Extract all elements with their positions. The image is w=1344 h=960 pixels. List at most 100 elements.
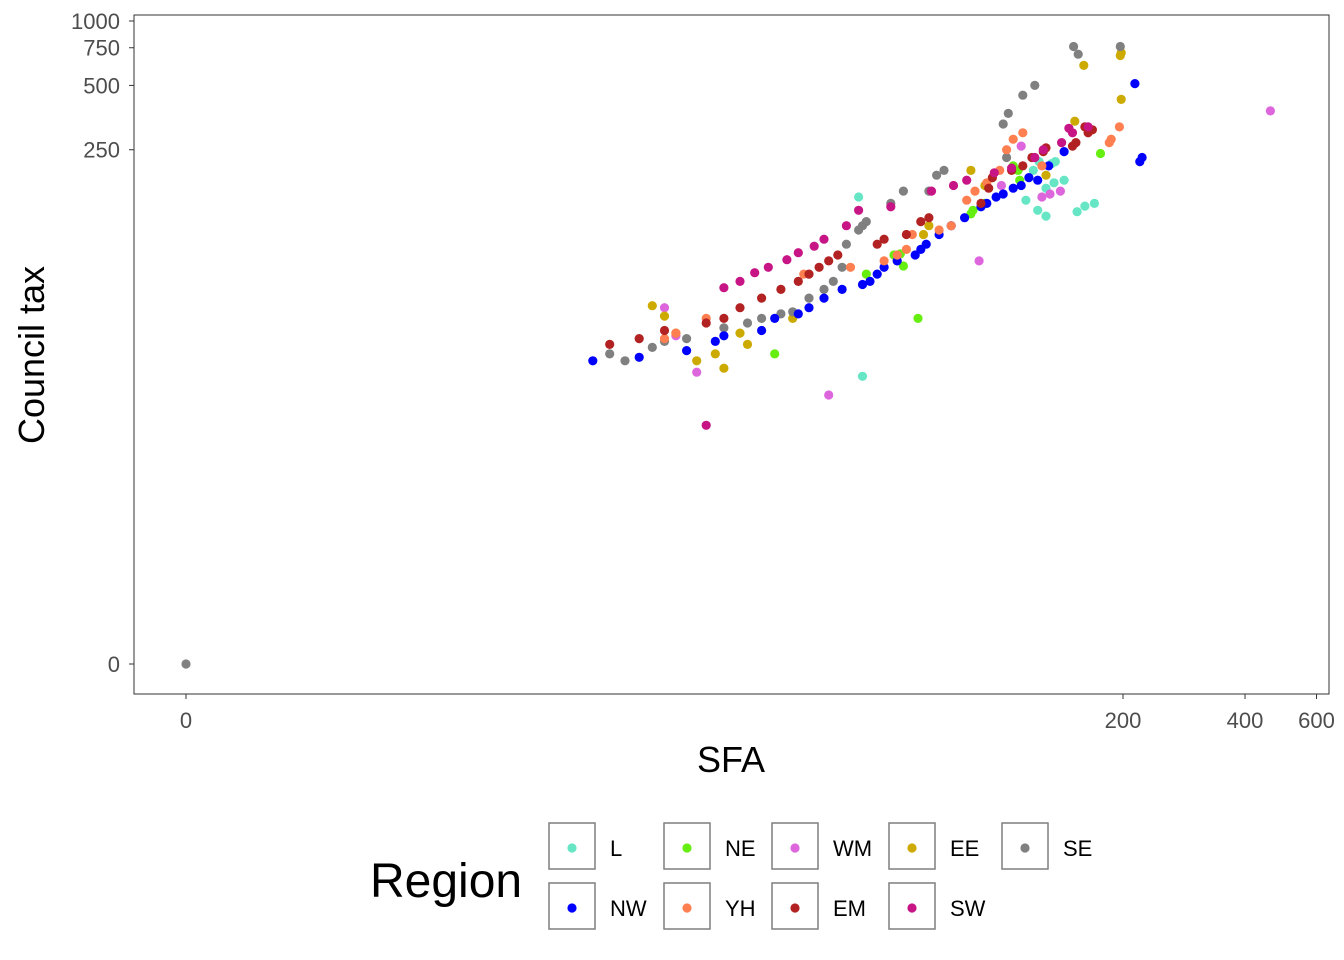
plot-panel [133,14,1330,695]
data-point [819,284,829,294]
data-point [692,356,702,366]
data-point [181,659,191,669]
x-tick-label: 600 [1298,708,1335,733]
data-point [1018,161,1028,171]
data-point [926,186,937,196]
data-point [879,256,889,266]
legend-label: EM [833,896,866,921]
legend-swatch [682,843,692,853]
data-point [1028,165,1038,175]
data-point [976,198,986,208]
data-point [804,303,814,313]
data-point [701,420,711,430]
data-point [1079,60,1089,70]
y-tick-label: 0 [108,652,120,677]
data-point [793,276,803,286]
data-point [735,303,745,313]
data-point [742,339,753,349]
data-point [970,186,980,196]
data-point [682,334,692,344]
data-point [719,313,729,323]
data-point [1116,94,1126,104]
data-point [1059,175,1069,185]
data-point [1055,186,1065,196]
data-point [833,250,843,260]
y-tick-label: 1000 [71,9,120,34]
data-point [1057,138,1067,148]
data-point [588,356,598,366]
data-point [757,325,767,336]
data-point [819,293,829,303]
data-point [1003,108,1013,118]
data-point [1073,49,1083,59]
legend-item: EE [888,822,979,870]
data-point [682,346,692,356]
data-point [824,256,834,266]
data-point [837,262,847,272]
data-point [1016,141,1026,151]
data-point [901,229,912,240]
data-point [719,323,729,333]
data-point [634,352,644,362]
legend-swatch [790,843,800,853]
data-point [898,186,909,196]
legend-item: WM [771,822,872,870]
data-point [841,221,852,231]
data-point [1067,141,1078,151]
data-point [861,269,871,279]
data-point [1018,128,1028,138]
data-point [948,180,959,191]
data-point [962,195,972,205]
data-point [1265,106,1275,116]
data-point [659,311,670,321]
legend-item: EM [771,882,866,930]
data-point [757,293,767,303]
data-point [634,334,644,344]
data-point [854,205,864,215]
data-point [1130,79,1140,89]
data-point [793,309,803,319]
y-tick-label: 250 [83,138,120,163]
legend: Region L NE WM EE SE NW YH EM SW [370,822,1092,930]
data-point [701,318,711,328]
data-point [692,367,702,377]
data-point [1030,80,1040,90]
x-tick-label: 0 [180,708,192,733]
data-point [1002,152,1012,163]
data-point [1016,180,1026,191]
data-point [886,202,896,212]
legend-swatch [1020,843,1030,853]
y-tick-label: 500 [83,73,120,98]
data-point [962,175,972,185]
y-tick-label: 750 [83,36,120,61]
data-point [1008,134,1018,144]
data-point [841,239,852,249]
data-point [1069,41,1079,52]
data-point [770,349,780,359]
y-axis-title: Council tax [11,266,52,444]
data-point [782,255,792,265]
data-point [998,119,1008,129]
data-point [1070,116,1080,126]
data-point [1024,173,1034,183]
data-point [605,339,615,349]
data-point [1049,178,1059,188]
data-point [819,234,829,244]
data-point [1037,192,1047,202]
data-point [776,284,786,294]
legend-swatch [907,903,917,913]
data-point [837,284,847,294]
data-point [1041,211,1051,221]
data-point [865,276,875,286]
data-point [659,334,670,344]
data-point [901,244,912,254]
data-point [1037,161,1047,171]
data-point [872,269,882,279]
data-point [879,234,889,244]
data-point [854,192,864,202]
legend-label: L [610,836,622,861]
data-point [916,244,926,254]
legend-swatch [682,903,692,913]
